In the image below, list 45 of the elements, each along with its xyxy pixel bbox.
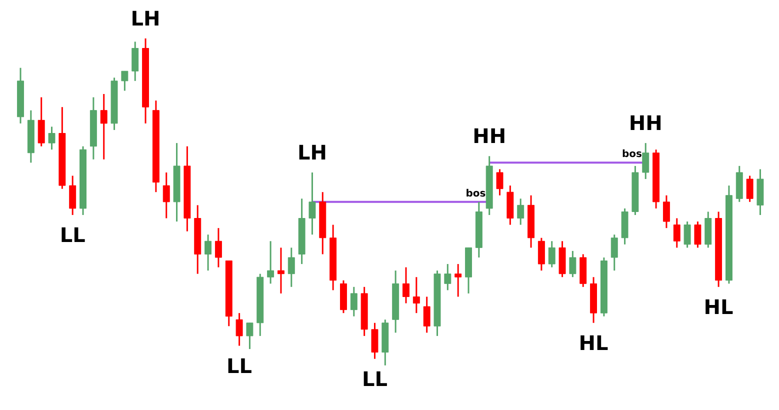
candlestick <box>610 234 618 272</box>
candlestick <box>121 70 128 92</box>
candlestick <box>371 322 378 360</box>
candlestick <box>288 246 295 288</box>
candlestick <box>246 322 254 350</box>
annotation: LL <box>226 354 252 378</box>
candlestick <box>48 126 56 150</box>
candlestick <box>423 296 430 334</box>
candlestick <box>412 276 420 314</box>
candlestick <box>694 220 702 248</box>
candlestick <box>444 263 452 291</box>
candlestick <box>277 246 284 294</box>
candlestick <box>538 237 545 272</box>
candlestick <box>569 250 576 278</box>
candlestick <box>662 194 670 229</box>
candlestick <box>204 234 212 272</box>
annotation: HL <box>704 295 734 320</box>
candlestick <box>350 286 358 318</box>
candlestick <box>69 174 76 216</box>
candlestick <box>402 266 410 304</box>
candlestick <box>38 96 45 148</box>
candlestick <box>517 198 524 226</box>
ref-line-label: bos <box>466 188 486 200</box>
candlestick <box>454 263 462 298</box>
candlestick <box>642 142 650 180</box>
candlestick <box>132 40 139 82</box>
candlestick <box>746 174 754 203</box>
candlestick <box>236 312 243 347</box>
candlestick <box>100 93 108 160</box>
candlestick <box>214 227 222 268</box>
annotation: HH <box>628 110 662 135</box>
candlestick <box>162 172 170 219</box>
ref-line-label: bos <box>622 149 642 160</box>
annotation: HL <box>578 331 609 356</box>
annotation: HH <box>472 124 506 148</box>
annotation: LH <box>130 6 160 30</box>
candlestick <box>308 172 316 236</box>
annotation: LL <box>60 223 86 248</box>
annotation: LL <box>362 367 388 392</box>
candlestick <box>548 240 556 268</box>
candlestick <box>684 220 691 248</box>
candlestick <box>267 240 274 284</box>
candlestick <box>496 168 504 196</box>
annotation: LH <box>297 140 327 164</box>
candlestick <box>673 218 680 248</box>
